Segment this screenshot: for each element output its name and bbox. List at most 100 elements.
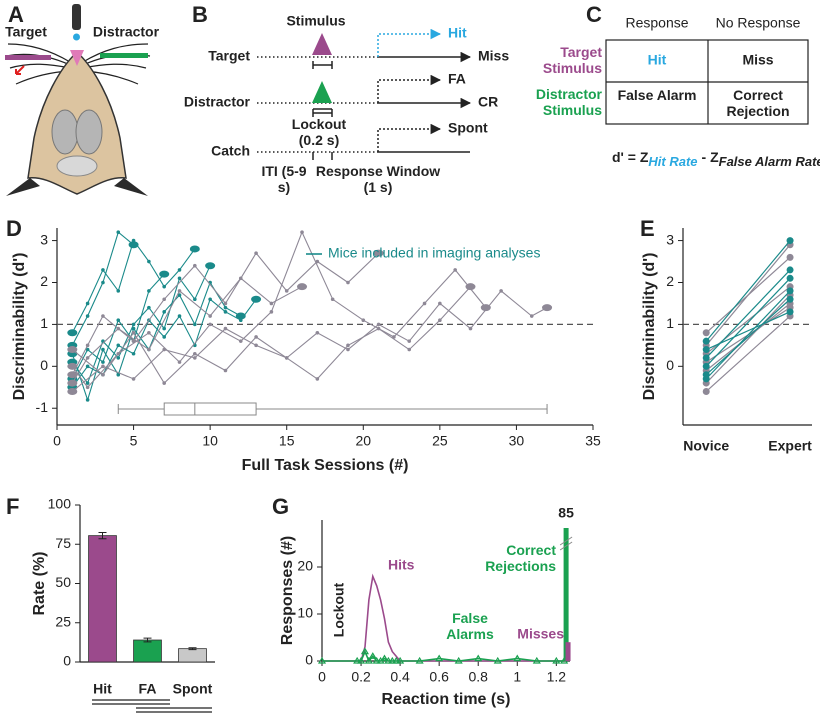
pair-point xyxy=(702,387,710,395)
rt-point xyxy=(317,656,327,664)
significance-lines xyxy=(92,699,212,713)
table-cell-text: Correct Rejection xyxy=(726,87,790,119)
session-point xyxy=(193,356,197,360)
session-point xyxy=(67,371,78,379)
session-point xyxy=(116,289,121,293)
session-point xyxy=(85,343,90,348)
panel-label: G xyxy=(272,494,289,519)
y-tick-label: 0 xyxy=(666,357,674,373)
session-point xyxy=(101,280,105,285)
session-point xyxy=(254,335,258,339)
x-tick-label: FA xyxy=(139,681,157,697)
pair-point xyxy=(786,295,794,303)
iti-text: ITI (5-9 s) xyxy=(261,163,307,195)
stimulus-label: Stimulus xyxy=(286,13,345,29)
x-tick-label: Hit xyxy=(93,681,112,697)
rt-point xyxy=(353,656,362,664)
session-point xyxy=(529,314,534,318)
session-point xyxy=(376,326,381,331)
session-point xyxy=(67,329,78,337)
session-point xyxy=(453,268,457,272)
table-cell-text: False Alarm xyxy=(617,87,697,103)
series-annotation-text: False Alarms xyxy=(446,610,494,642)
session-point xyxy=(159,270,170,278)
session-point xyxy=(85,381,90,385)
pair-line xyxy=(705,277,791,367)
rt-point xyxy=(392,656,401,664)
y-axis-label: Discriminability (d') xyxy=(11,253,28,401)
x-axis-label: Full Task Sessions (#) xyxy=(242,457,409,474)
pair-line xyxy=(705,290,791,380)
column-header: No Response xyxy=(716,15,801,31)
x-tick-label: 1.2 xyxy=(547,669,567,685)
row-label: Catch xyxy=(211,143,250,159)
rt-point xyxy=(454,656,463,664)
stimulus-label: Target xyxy=(5,24,47,40)
plot-area xyxy=(317,528,571,664)
y-tick-label: 100 xyxy=(48,496,72,512)
rt-point xyxy=(435,654,444,662)
session-point xyxy=(101,268,105,272)
y-tick-label: 0 xyxy=(40,357,48,373)
pair-point xyxy=(786,237,794,245)
session-point xyxy=(480,304,491,312)
session-point xyxy=(208,314,212,318)
y-axis-label: Discriminability (d') xyxy=(641,253,658,401)
x-tick-label: 0.8 xyxy=(468,669,488,685)
lockout-text: Lockout (0.2 s) xyxy=(291,116,347,148)
panel-label: E xyxy=(640,216,655,241)
session-point xyxy=(131,377,136,381)
y-tick-label: 75 xyxy=(55,535,71,551)
pair-line xyxy=(705,294,791,384)
y-tick-label: 0 xyxy=(305,652,313,668)
y-tick-label: 10 xyxy=(297,605,313,621)
session-point xyxy=(101,360,105,364)
session-point xyxy=(85,356,90,360)
session-point xyxy=(297,283,308,291)
session-point xyxy=(254,343,258,348)
lockout-label: Lockout (0.2 s) xyxy=(291,116,347,148)
session-point xyxy=(193,297,197,302)
session-point xyxy=(407,347,412,352)
session-point xyxy=(373,249,384,257)
session-point xyxy=(189,245,200,253)
panel-label: A xyxy=(8,2,24,27)
session-point xyxy=(116,326,121,331)
session-point xyxy=(542,304,553,312)
session-point xyxy=(131,351,136,356)
session-point xyxy=(238,276,243,281)
rt-point xyxy=(415,656,424,664)
session-point xyxy=(468,326,473,331)
session-point xyxy=(101,347,105,352)
session-point xyxy=(251,295,262,303)
x-tick-label: 15 xyxy=(279,433,295,449)
session-point xyxy=(223,368,228,373)
bar-value-label: 85 xyxy=(558,505,574,521)
y-tick-label: 2 xyxy=(40,273,48,289)
session-point xyxy=(315,259,320,264)
session-point xyxy=(438,301,442,306)
session-point xyxy=(177,289,182,293)
pair-line xyxy=(705,244,791,346)
x-tick-label: Spont xyxy=(173,681,213,697)
session-point xyxy=(131,238,136,243)
session-point xyxy=(116,372,121,377)
series-annotation: False Alarms xyxy=(446,610,494,642)
rt-point xyxy=(356,656,366,664)
outcome-label: FA xyxy=(448,71,466,87)
rt-point xyxy=(388,656,397,664)
y-tick-label: 2 xyxy=(666,273,674,289)
session-point xyxy=(67,362,78,370)
x-axis-label: Reaction time (s) xyxy=(382,691,511,708)
rt-point xyxy=(384,656,393,664)
session-point xyxy=(85,364,90,369)
rt-bar xyxy=(565,642,571,661)
pair-line xyxy=(705,240,791,342)
session-point xyxy=(67,387,78,395)
session-point xyxy=(162,297,166,302)
x-tick-label: Novice xyxy=(683,438,729,454)
bar-annotation: Correct Rejections xyxy=(485,542,556,574)
session-point xyxy=(330,297,335,302)
y-axis-label: Responses (#) xyxy=(279,536,296,645)
session-point xyxy=(223,305,228,310)
